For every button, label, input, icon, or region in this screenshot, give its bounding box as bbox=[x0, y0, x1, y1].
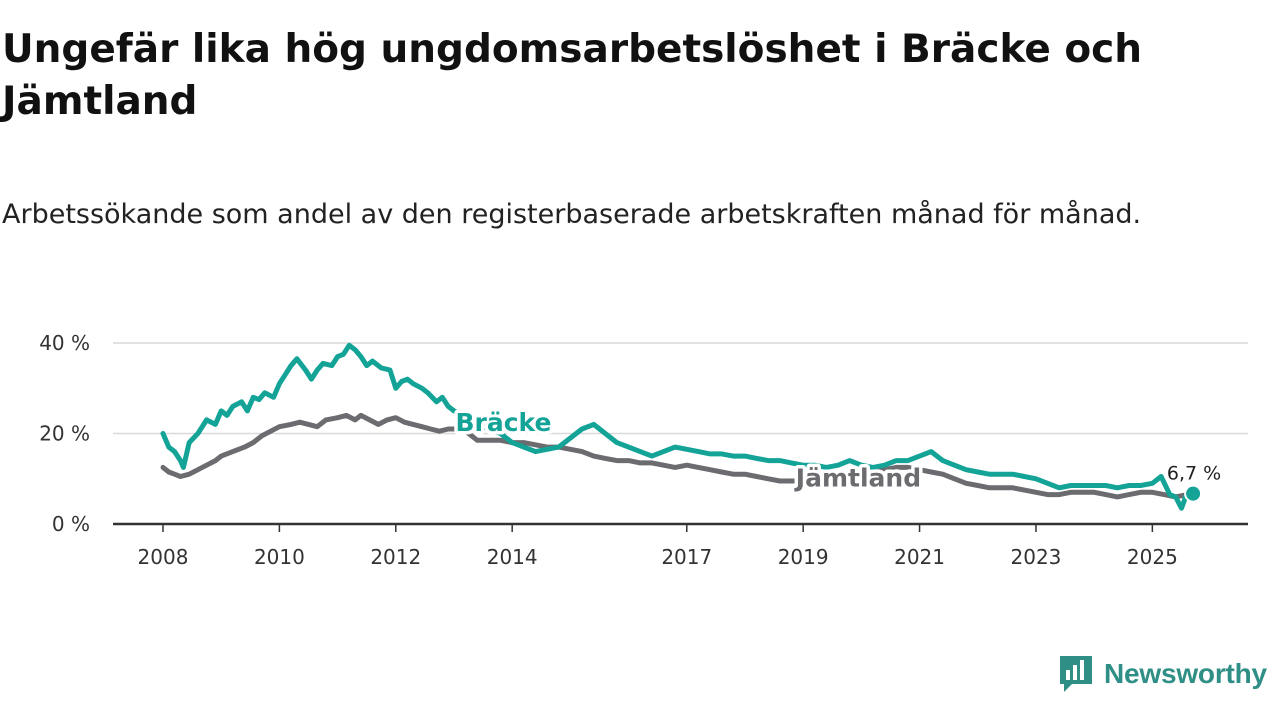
chart-title: Ungefär lika hög ungdomsarbetslöshet i B… bbox=[2, 27, 1143, 124]
chart-subtitle: Arbetssökande som andel av den registerb… bbox=[2, 199, 1142, 230]
chart-labels: 0 % 20 % 40 % 2008 2010 2012 2014 2017 2019 2021 2… bbox=[39, 331, 1224, 569]
chart-axes bbox=[113, 522, 1248, 532]
brand-name: Newsworthy bbox=[1104, 658, 1267, 689]
x-tick-label: 2017 bbox=[661, 545, 712, 569]
y-tick-label: 20 % bbox=[39, 422, 90, 446]
y-tick-label: 0 % bbox=[52, 512, 90, 536]
series-line-brcke bbox=[160, 342, 1196, 511]
series-label-jamtland: Jämtland bbox=[794, 463, 921, 492]
chart-grid bbox=[113, 342, 1248, 435]
end-value-label: 6,7 % bbox=[1167, 463, 1221, 485]
x-tick-label: 2025 bbox=[1127, 545, 1178, 569]
series-line-jmtland bbox=[160, 412, 1196, 500]
x-tick-label: 2014 bbox=[487, 545, 538, 569]
x-tick-label: 2023 bbox=[1011, 545, 1062, 569]
x-tick-label: 2012 bbox=[370, 545, 421, 569]
y-tick-label: 40 % bbox=[39, 331, 90, 355]
x-tick-label: 2010 bbox=[254, 545, 305, 569]
newsworthy-logo-icon bbox=[1060, 656, 1092, 692]
brand-logo[interactable]: Newsworthy bbox=[1058, 654, 1267, 694]
x-tick-label: 2021 bbox=[894, 545, 945, 569]
series-label-bracke: Bräcke bbox=[455, 408, 551, 437]
x-tick-label: 2019 bbox=[778, 545, 829, 569]
end-point-marker bbox=[1184, 484, 1203, 503]
chart-series bbox=[160, 342, 1203, 511]
x-tick-label: 2008 bbox=[138, 545, 189, 569]
